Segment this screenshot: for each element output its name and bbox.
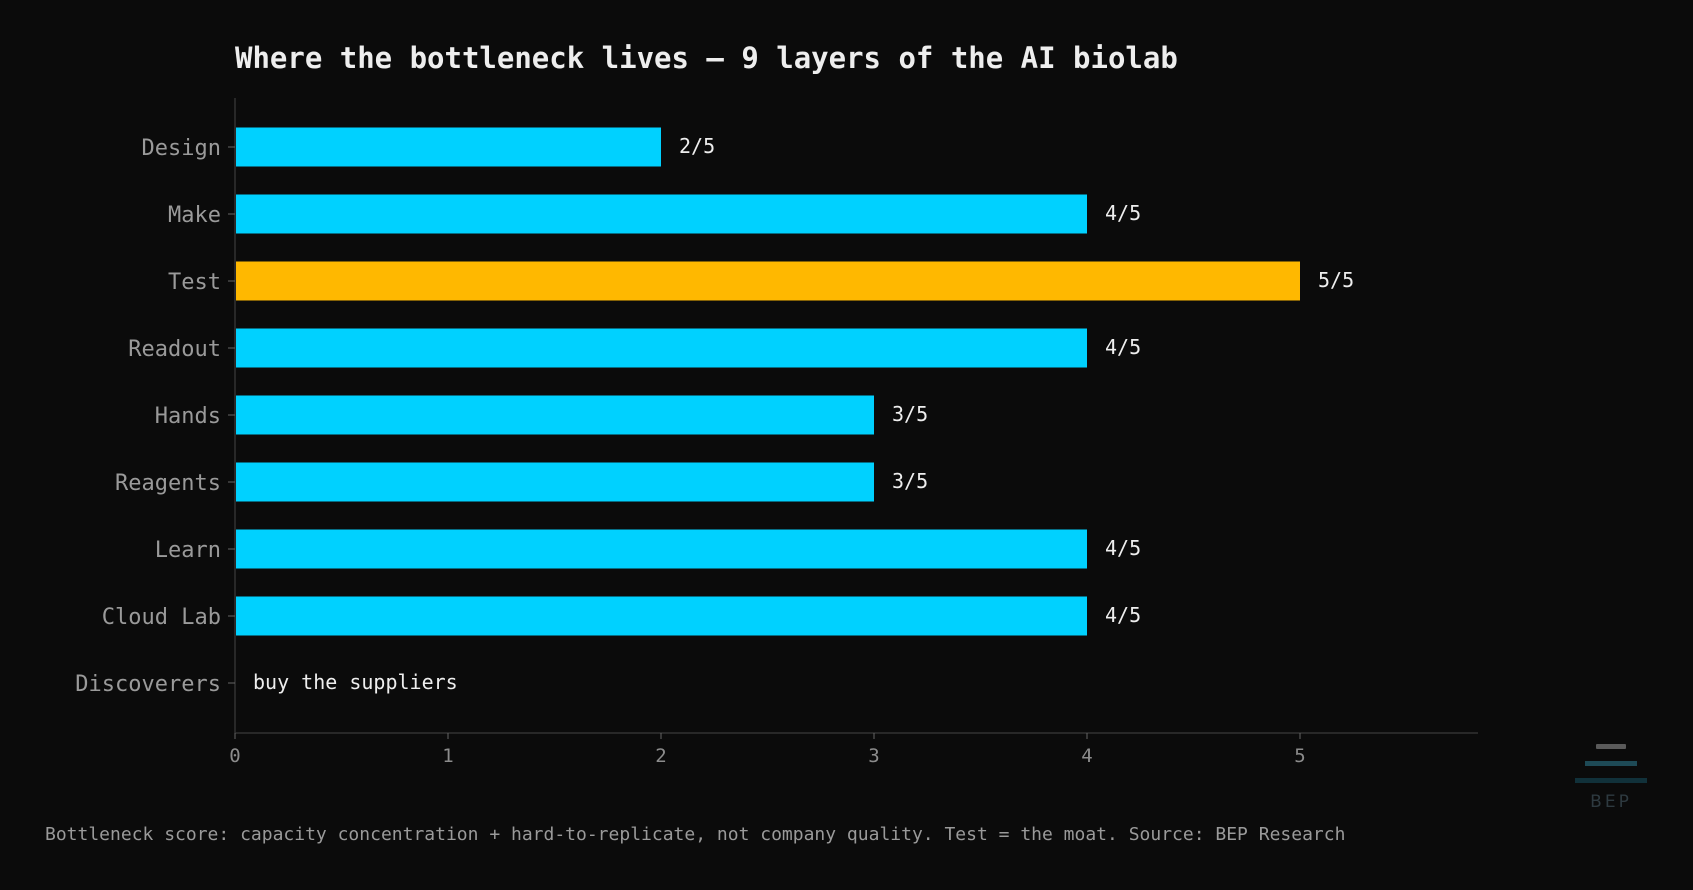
data-label: 3/5 <box>892 402 928 426</box>
data-label: 4/5 <box>1105 201 1141 225</box>
logo-bar-middle-icon <box>1585 761 1637 766</box>
category-label: Design <box>142 136 221 161</box>
bep-logo: BEP <box>1575 744 1647 812</box>
category-label: Cloud Lab <box>102 605 221 630</box>
axes <box>228 98 1478 739</box>
data-label: 3/5 <box>892 469 928 493</box>
bar <box>236 596 1087 636</box>
bar <box>236 529 1087 569</box>
bar <box>236 127 661 167</box>
logo-bar-bottom-icon <box>1575 778 1647 783</box>
bar <box>236 328 1087 368</box>
bars <box>236 127 1300 636</box>
x-tick-labels: 0 1 2 3 4 5 <box>229 745 1305 767</box>
category-label: Reagents <box>115 471 221 496</box>
x-tick-label: 3 <box>868 745 879 767</box>
category-label: Discoverers <box>75 672 221 697</box>
data-label: 5/5 <box>1318 268 1354 292</box>
bar <box>236 462 874 502</box>
category-label: Test <box>168 270 221 295</box>
chart-title: Where the bottleneck lives — 9 layers of… <box>235 41 1178 75</box>
category-labels: Design Make Test Readout Hands Reagents Learn C… <box>75 136 221 697</box>
bar <box>236 194 1087 234</box>
category-label: Hands <box>155 404 221 429</box>
bar <box>236 395 874 435</box>
footnote: Bottleneck score: capacity concentration… <box>45 824 1345 845</box>
x-tick-label: 2 <box>655 745 666 767</box>
x-tick-label: 1 <box>442 745 453 767</box>
x-tick-label: 0 <box>229 745 240 767</box>
data-label: 4/5 <box>1105 603 1141 627</box>
category-label: Make <box>168 203 221 228</box>
data-labels: 2/5 4/5 5/5 4/5 3/5 3/5 4/5 4/5 buy the supplier… <box>253 134 1354 694</box>
logo-bar-top-icon <box>1596 744 1626 749</box>
x-tick-label: 5 <box>1294 745 1305 767</box>
x-tick-label: 4 <box>1081 745 1092 767</box>
category-label: Readout <box>128 337 221 362</box>
logo-text: BEP <box>1590 792 1632 812</box>
data-label: 2/5 <box>679 134 715 158</box>
data-label: 4/5 <box>1105 335 1141 359</box>
bar <box>236 261 1300 301</box>
category-label: Learn <box>155 538 221 563</box>
data-label: buy the suppliers <box>253 670 458 694</box>
data-label: 4/5 <box>1105 536 1141 560</box>
